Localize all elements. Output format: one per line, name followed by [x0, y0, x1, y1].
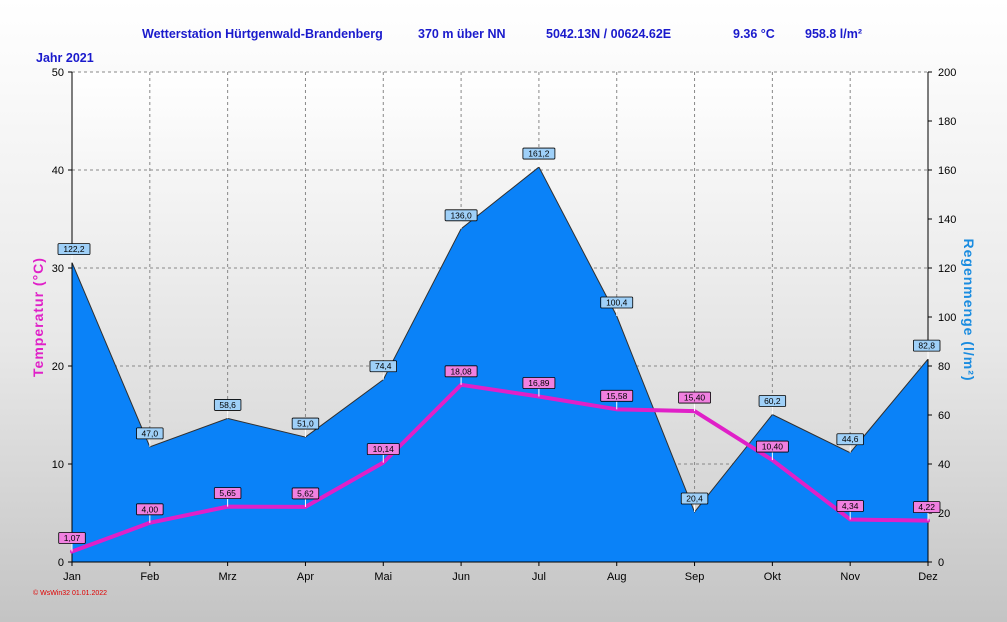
- y-tick-label-right: 0: [938, 557, 944, 569]
- temp-value-label-box: [678, 391, 711, 404]
- x-tick-label: Jan: [63, 571, 81, 583]
- temp-value-label-box: [836, 500, 864, 512]
- y-tick-label-right: 60: [938, 410, 950, 422]
- temp-value-label-box: [366, 443, 400, 456]
- rain-value-label: 136,0: [450, 210, 472, 220]
- y-tick-label-left: 40: [52, 165, 64, 177]
- rain-value-label: 161,2: [528, 149, 550, 159]
- temp-value-label-box: [522, 377, 556, 389]
- x-tick-label: Feb: [140, 571, 159, 583]
- y-tick-label-right: 160: [938, 165, 956, 177]
- rain-value-label: 82,8: [918, 341, 935, 351]
- y-tick-label-right: 80: [938, 361, 950, 373]
- rain-value-label: 44,6: [842, 434, 859, 444]
- temp-value-label-box: [755, 440, 789, 453]
- temp-value-label: 4,34: [842, 501, 859, 511]
- station-name: Wetterstation Hürtgenwald-Brandenberg: [142, 27, 383, 41]
- temp-value-label: 5,65: [219, 488, 236, 498]
- x-tick-label: Mai: [374, 571, 392, 583]
- rain-value-label: 60,2: [764, 396, 781, 406]
- y-tick-label-left: 30: [52, 263, 64, 275]
- temp-value-label: 15,58: [606, 391, 628, 401]
- rain-value-label-box: [680, 492, 709, 505]
- y-tick-label-right: 200: [938, 67, 956, 79]
- year-label: Jahr 2021: [36, 51, 94, 65]
- y-tick-label-right: 180: [938, 116, 956, 128]
- x-tick-label: Jul: [532, 571, 546, 583]
- rain-value-label-box: [136, 427, 164, 440]
- y-tick-label-right: 20: [938, 508, 950, 520]
- temperature-series: [70, 382, 930, 554]
- temp-value-label-box: [600, 389, 634, 402]
- x-tick-label: Nov: [840, 571, 860, 583]
- y-tick-label-right: 40: [938, 459, 950, 471]
- rain-value-label: 20,4: [686, 494, 703, 504]
- rain-value-label-box: [291, 417, 320, 430]
- x-tick-label: Jun: [452, 571, 470, 583]
- y-tick-label-right: 100: [938, 312, 956, 324]
- footer-copyright: © WsWin32 01.01.2022: [33, 589, 107, 597]
- x-tick-label: Apr: [297, 571, 314, 583]
- rain-value-label: 100,4: [606, 298, 628, 308]
- y-axis-right-label: Regenmenge (l/m²): [961, 238, 977, 381]
- temp-value-label-box: [58, 532, 86, 544]
- temp-value-label: 15,40: [684, 393, 706, 403]
- rain-value-label-box: [444, 209, 478, 222]
- y-tick-label-right: 120: [938, 263, 956, 275]
- y-tick-label-left: 50: [52, 67, 64, 79]
- temp-value-label-box: [913, 501, 941, 514]
- temp-value-label-box: [291, 487, 320, 500]
- rain-value-label: 74,4: [375, 361, 392, 371]
- axes: 0 10 20 30 40 50 0 20 40 60 80 100 120 140 160 180 200 Ja…: [52, 67, 957, 583]
- total-rainfall: 958.8 l/m²: [805, 27, 862, 41]
- average-temperature: 9.36 °C: [733, 27, 775, 41]
- temp-value-label: 4,00: [142, 504, 159, 514]
- temp-value-label: 16,89: [528, 378, 550, 388]
- y-tick-label-right: 140: [938, 214, 956, 226]
- station-altitude: 370 m über NN: [418, 27, 506, 41]
- temp-value-label-box: [444, 365, 478, 378]
- temp-value-label-box: [136, 503, 164, 516]
- data-labels: 122,2 47,0 58,6 51,0 74,4 136,0 161,2 100,4 20,4…: [57, 147, 941, 552]
- rain-value-label: 51,0: [297, 419, 314, 429]
- x-tick-label: Mrz: [218, 571, 236, 583]
- y-axis-left-label: Temperatur (°C): [30, 257, 46, 377]
- y-tick-label-left: 20: [52, 361, 64, 373]
- rain-value-label-box: [213, 399, 242, 411]
- rain-value-label-box: [369, 360, 397, 373]
- rain-value-label-box: [600, 296, 634, 309]
- rain-value-label: 58,6: [219, 400, 236, 410]
- x-tick-label: Sep: [685, 571, 705, 583]
- y-tick-label-left: 0: [58, 557, 64, 569]
- rain-value-label-box: [836, 433, 864, 446]
- temp-value-label: 18,08: [450, 366, 472, 376]
- temperature-line: [70, 382, 930, 554]
- rain-value-label-box: [522, 147, 556, 160]
- station-coordinates: 5042.13N / 00624.62E: [546, 27, 671, 41]
- x-tick-label: Aug: [607, 571, 627, 583]
- x-tick-label: Dez: [918, 571, 938, 583]
- rain-value-label-box: [57, 243, 91, 256]
- temp-value-label: 10,40: [762, 442, 784, 452]
- temp-value-label: 4,22: [918, 502, 935, 512]
- temp-value-label-box: [213, 487, 242, 500]
- rain-value-label-box: [913, 339, 941, 352]
- rain-value-label-box: [758, 395, 787, 407]
- y-tick-label-left: 10: [52, 459, 64, 471]
- temp-value-label: 10,14: [373, 444, 395, 454]
- rain-value-label: 122,2: [63, 244, 85, 254]
- x-tick-label: Okt: [764, 571, 781, 583]
- rain-value-label: 47,0: [142, 428, 159, 438]
- temp-value-label: 5,62: [297, 488, 314, 498]
- temp-value-label: 1,07: [64, 533, 81, 543]
